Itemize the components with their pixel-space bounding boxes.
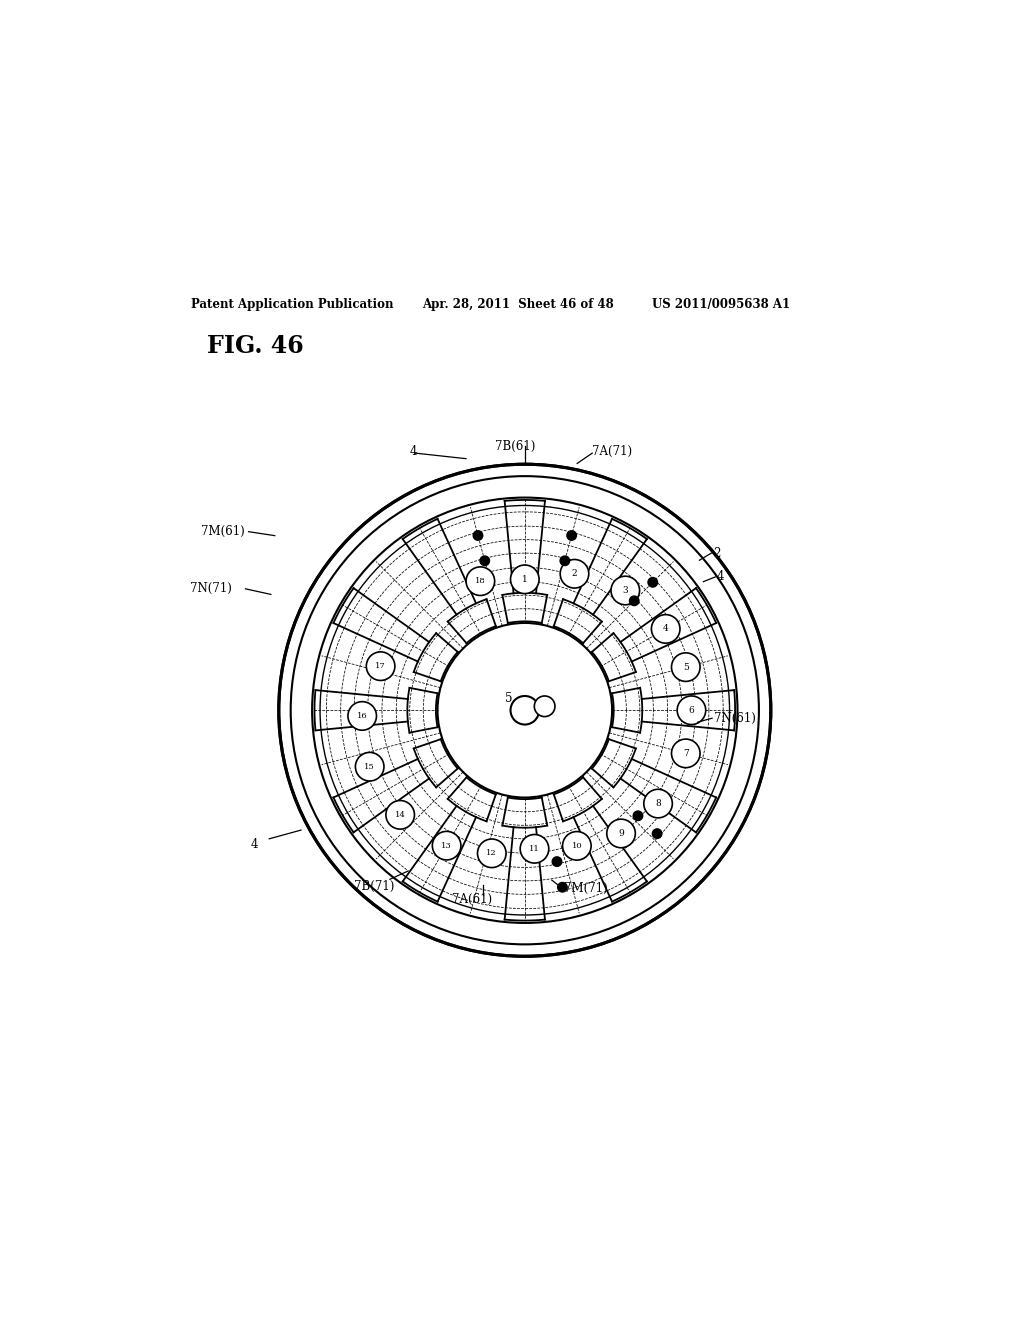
- Text: 4: 4: [410, 445, 417, 458]
- Circle shape: [651, 615, 680, 643]
- Text: 4: 4: [663, 624, 669, 634]
- Text: 18: 18: [475, 577, 485, 585]
- Circle shape: [520, 834, 549, 863]
- Circle shape: [466, 566, 495, 595]
- Text: 9: 9: [618, 829, 624, 838]
- Circle shape: [672, 653, 700, 681]
- Text: 7A(61): 7A(61): [452, 892, 492, 906]
- Text: 1: 1: [522, 574, 527, 583]
- Circle shape: [535, 696, 555, 717]
- Circle shape: [672, 739, 700, 768]
- Circle shape: [511, 565, 539, 594]
- Text: 5: 5: [505, 692, 513, 705]
- Text: 7A(71): 7A(71): [592, 445, 633, 458]
- Text: 7M(61): 7M(61): [201, 525, 245, 539]
- Text: 5: 5: [683, 663, 689, 672]
- Text: 7B(71): 7B(71): [354, 880, 394, 892]
- Text: 7B(61): 7B(61): [496, 440, 536, 453]
- Circle shape: [677, 696, 706, 725]
- Circle shape: [279, 465, 771, 956]
- Text: 13: 13: [441, 842, 452, 850]
- Text: US 2011/0095638 A1: US 2011/0095638 A1: [652, 298, 790, 312]
- Circle shape: [355, 752, 384, 781]
- Text: 14: 14: [394, 810, 406, 818]
- Circle shape: [562, 832, 591, 861]
- Text: 4: 4: [717, 570, 724, 583]
- Circle shape: [367, 652, 395, 680]
- Circle shape: [473, 531, 482, 540]
- Circle shape: [607, 820, 635, 847]
- Text: 2: 2: [571, 569, 578, 578]
- Text: 16: 16: [357, 711, 368, 719]
- Circle shape: [432, 832, 461, 859]
- Text: 12: 12: [486, 849, 497, 857]
- Text: 2: 2: [713, 546, 720, 560]
- Circle shape: [480, 556, 489, 565]
- Text: 6: 6: [688, 706, 694, 714]
- Circle shape: [560, 560, 589, 589]
- Circle shape: [611, 577, 640, 605]
- Circle shape: [552, 857, 562, 866]
- Circle shape: [477, 840, 506, 867]
- Circle shape: [511, 696, 539, 725]
- Text: FIG. 46: FIG. 46: [207, 334, 304, 358]
- Text: 10: 10: [571, 842, 583, 850]
- Circle shape: [652, 829, 662, 838]
- Circle shape: [644, 789, 673, 818]
- Text: 4: 4: [251, 838, 258, 851]
- Circle shape: [386, 800, 415, 829]
- Text: 15: 15: [365, 763, 375, 771]
- Circle shape: [567, 531, 577, 540]
- Text: 17: 17: [375, 663, 386, 671]
- Text: 7N(61): 7N(61): [714, 711, 756, 725]
- Text: 11: 11: [529, 845, 540, 853]
- Circle shape: [648, 578, 657, 587]
- Text: 7N(71): 7N(71): [189, 582, 231, 595]
- Circle shape: [558, 883, 567, 892]
- Circle shape: [348, 702, 377, 730]
- Circle shape: [560, 556, 569, 565]
- Circle shape: [630, 597, 639, 606]
- Text: Apr. 28, 2011  Sheet 46 of 48: Apr. 28, 2011 Sheet 46 of 48: [422, 298, 613, 312]
- Circle shape: [633, 810, 643, 821]
- Text: 7: 7: [683, 748, 689, 758]
- Text: 8: 8: [655, 799, 660, 808]
- Text: Patent Application Publication: Patent Application Publication: [191, 298, 394, 312]
- Text: 7M(71): 7M(71): [564, 882, 608, 895]
- Text: 3: 3: [623, 586, 628, 595]
